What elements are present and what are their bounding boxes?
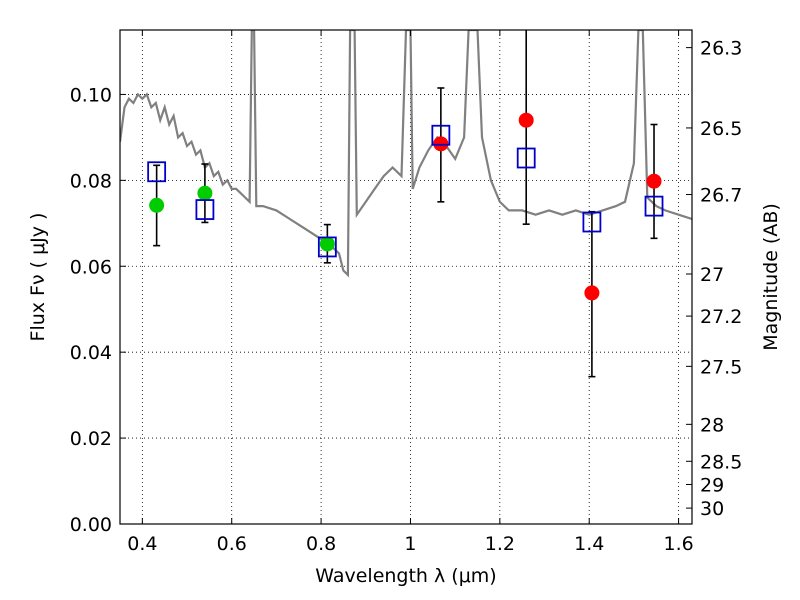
model-point-square <box>147 161 167 183</box>
model-point-square <box>582 211 602 233</box>
x-axis-label: Wavelength λ (μm) <box>315 565 496 587</box>
observed-point-red <box>584 285 600 301</box>
observed-point-green <box>149 197 165 213</box>
plot-frame <box>119 29 693 525</box>
x-tick-label: 0.8 <box>306 533 336 555</box>
x-tick-label: 1 <box>404 533 416 555</box>
observed-point-red <box>518 112 534 128</box>
observed-point-green <box>319 236 335 252</box>
x-tick-label: 1.6 <box>663 533 693 555</box>
y-tick-label: 0.06 <box>70 256 112 278</box>
ticks: 0.4 0.6 0.8 1 1.2 1.4 1.6 0.00 0.02 0.04 0.06 0.08 0… <box>70 30 742 555</box>
model-point-square <box>317 236 337 258</box>
y2-tick-label: 29 <box>700 474 724 496</box>
y2-tick-label: 30 <box>700 498 724 520</box>
y2-tick-label: 26.7 <box>700 185 742 207</box>
observed-point-green <box>197 185 213 201</box>
x-tick-label: 0.4 <box>127 533 157 555</box>
model-point-square <box>195 199 215 220</box>
y-tick-label: 0.04 <box>70 342 112 364</box>
y2-axis-label: Magnitude (AB) <box>760 203 782 351</box>
y2-tick-label: 26.5 <box>700 118 742 140</box>
y2-tick-label: 28 <box>700 414 724 436</box>
y2-tick-label: 26.3 <box>700 38 742 60</box>
model-sed-layer <box>120 30 692 278</box>
model-sed-line <box>120 30 692 278</box>
model-point-square <box>516 147 536 169</box>
y-tick-label: 0.00 <box>70 514 112 536</box>
observed-point-red <box>433 136 449 152</box>
y2-tick-label: 27.2 <box>700 306 742 328</box>
x-tick-label: 1.4 <box>574 533 604 555</box>
y-tick-label: 0.10 <box>70 84 112 106</box>
observed-point-red <box>646 173 662 189</box>
x-tick-label: 0.6 <box>217 533 247 555</box>
y2-tick-label: 27 <box>700 264 724 286</box>
y2-tick-label: 27.5 <box>700 356 742 378</box>
y-tick-label: 0.02 <box>70 428 112 450</box>
model-point-square <box>644 195 664 217</box>
model-point-square <box>431 124 451 146</box>
x-tick-label: 1.2 <box>485 533 515 555</box>
y2-tick-label: 28.5 <box>700 451 742 473</box>
y-axis-label: Flux Fν ( μJy ) <box>27 213 49 342</box>
markers <box>147 112 664 301</box>
y-tick-label: 0.08 <box>70 170 112 192</box>
